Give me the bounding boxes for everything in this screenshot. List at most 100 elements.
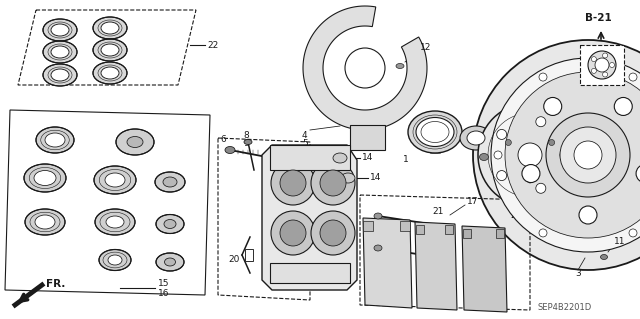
Text: 4: 4 xyxy=(302,130,308,139)
Ellipse shape xyxy=(106,216,124,228)
Circle shape xyxy=(527,177,533,183)
Ellipse shape xyxy=(101,44,119,56)
Ellipse shape xyxy=(164,258,175,266)
Ellipse shape xyxy=(467,131,485,145)
Ellipse shape xyxy=(35,215,55,229)
Text: 15: 15 xyxy=(158,278,170,287)
Bar xyxy=(363,221,373,231)
Bar xyxy=(400,221,410,231)
Ellipse shape xyxy=(127,137,143,147)
Text: 21: 21 xyxy=(432,243,444,253)
Circle shape xyxy=(320,220,346,246)
Circle shape xyxy=(629,229,637,237)
Polygon shape xyxy=(18,10,196,85)
Ellipse shape xyxy=(93,17,127,39)
Text: SEP4B2201D: SEP4B2201D xyxy=(537,303,591,313)
Circle shape xyxy=(629,73,637,81)
Ellipse shape xyxy=(93,39,127,61)
Circle shape xyxy=(574,141,602,169)
Circle shape xyxy=(271,161,315,205)
Bar xyxy=(445,225,453,234)
Text: 2: 2 xyxy=(510,211,516,219)
Circle shape xyxy=(546,113,630,197)
Text: 1: 1 xyxy=(403,155,409,165)
Text: 5: 5 xyxy=(302,138,308,147)
Ellipse shape xyxy=(36,127,74,153)
Ellipse shape xyxy=(479,153,488,160)
Ellipse shape xyxy=(156,214,184,234)
Circle shape xyxy=(473,40,640,270)
Circle shape xyxy=(280,220,306,246)
Ellipse shape xyxy=(51,24,69,36)
Circle shape xyxy=(518,143,542,167)
Ellipse shape xyxy=(99,249,131,271)
Circle shape xyxy=(560,127,616,183)
Text: 7: 7 xyxy=(490,158,496,167)
Circle shape xyxy=(280,170,306,196)
Circle shape xyxy=(508,133,552,177)
Ellipse shape xyxy=(164,219,176,228)
Circle shape xyxy=(536,183,546,193)
Ellipse shape xyxy=(93,62,127,84)
Circle shape xyxy=(311,211,355,255)
Circle shape xyxy=(505,72,640,238)
Ellipse shape xyxy=(43,19,77,41)
Ellipse shape xyxy=(163,177,177,187)
Polygon shape xyxy=(5,110,210,295)
Bar xyxy=(416,225,424,234)
Text: 12: 12 xyxy=(420,42,431,51)
Ellipse shape xyxy=(43,64,77,86)
Circle shape xyxy=(345,48,385,88)
Ellipse shape xyxy=(95,209,135,235)
Ellipse shape xyxy=(43,41,77,63)
Bar xyxy=(270,145,350,170)
Ellipse shape xyxy=(374,245,382,251)
Circle shape xyxy=(591,56,596,62)
Bar xyxy=(580,45,624,85)
Circle shape xyxy=(311,161,355,205)
Ellipse shape xyxy=(416,117,454,146)
Circle shape xyxy=(588,51,616,79)
Ellipse shape xyxy=(116,129,154,155)
Bar xyxy=(270,263,350,283)
Text: 16: 16 xyxy=(158,288,170,298)
Circle shape xyxy=(591,68,596,73)
Ellipse shape xyxy=(101,67,119,79)
Text: 6: 6 xyxy=(220,136,226,145)
Text: 21: 21 xyxy=(432,207,444,217)
Circle shape xyxy=(497,171,507,181)
Polygon shape xyxy=(415,222,457,310)
Circle shape xyxy=(636,165,640,182)
Polygon shape xyxy=(350,125,385,150)
Circle shape xyxy=(579,206,597,224)
Ellipse shape xyxy=(600,255,607,259)
Ellipse shape xyxy=(94,166,136,194)
Circle shape xyxy=(560,150,570,160)
Text: 14: 14 xyxy=(370,174,381,182)
Polygon shape xyxy=(262,145,357,290)
Ellipse shape xyxy=(34,170,56,186)
Circle shape xyxy=(603,72,607,77)
Ellipse shape xyxy=(45,133,65,147)
Text: 22: 22 xyxy=(207,41,218,49)
Ellipse shape xyxy=(105,173,125,187)
Text: 14: 14 xyxy=(362,153,373,162)
Circle shape xyxy=(271,211,315,255)
Text: 8: 8 xyxy=(243,130,249,139)
Ellipse shape xyxy=(225,146,235,153)
Circle shape xyxy=(491,58,640,252)
Ellipse shape xyxy=(24,164,66,192)
Ellipse shape xyxy=(460,126,492,150)
Circle shape xyxy=(544,98,562,115)
Circle shape xyxy=(614,98,632,115)
Text: 20: 20 xyxy=(228,256,239,264)
Text: 10: 10 xyxy=(486,153,497,162)
Circle shape xyxy=(548,139,555,145)
Circle shape xyxy=(494,151,502,159)
Text: 3: 3 xyxy=(575,269,580,278)
Bar xyxy=(496,229,504,238)
Polygon shape xyxy=(303,6,427,130)
Text: B-21: B-21 xyxy=(584,13,611,23)
Text: 17: 17 xyxy=(467,197,479,206)
Ellipse shape xyxy=(374,213,382,219)
